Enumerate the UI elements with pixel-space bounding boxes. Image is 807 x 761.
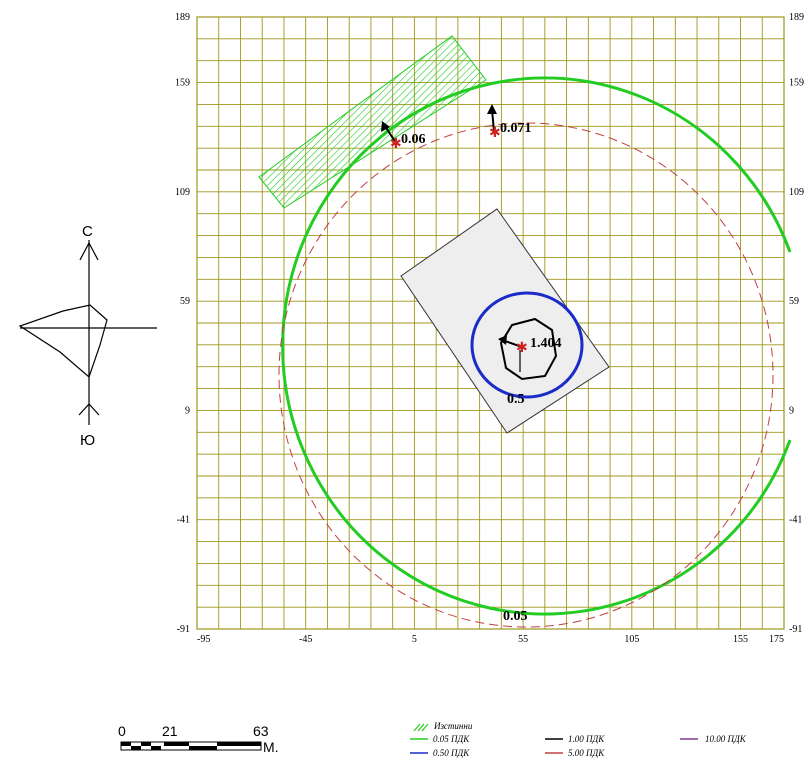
legend-hatch-label: Изстинни (433, 721, 473, 731)
contour-label-0-5: 0.5 (507, 392, 525, 407)
y-tick-label-right: -41 (789, 515, 802, 526)
source-2-value: 0.071 (500, 121, 532, 136)
wind-rose-polygon (18, 304, 108, 379)
compass-north-label: С (82, 223, 93, 240)
y-tick-label-left: 59 (180, 296, 190, 307)
legend-label-5-00: 5.00 ПДК (568, 748, 605, 758)
compass-rose: С Ю (18, 223, 157, 449)
y-axis-ticks-left: 189 159 109 59 9 -41 -91 (175, 12, 190, 635)
legend-hatch-icon (413, 723, 429, 732)
source-1-marker: ✱ (516, 340, 528, 356)
x-tick-label: 55 (518, 634, 528, 645)
hatched-zone (258, 35, 487, 209)
y-tick-label-right: 159 (789, 78, 804, 89)
x-tick-label: 175 (769, 634, 784, 645)
y-tick-label-left: -41 (177, 515, 190, 526)
x-tick-label: 155 (733, 634, 748, 645)
source-3: ✱ 0.06 (381, 121, 426, 152)
legend-label-10-00: 10.00 ПДК (705, 734, 747, 744)
scale-label-63: 63 (253, 723, 269, 739)
legend-label-1-00: 1.00 ПДК (568, 734, 605, 744)
y-axis-ticks-right: 189 159 109 59 9 -41 -91 (789, 12, 804, 635)
source-3-marker: ✱ (390, 136, 402, 152)
x-tick-label: -95 (197, 634, 210, 645)
y-tick-label-right: 109 (789, 187, 804, 198)
contour-0-50 (470, 291, 584, 399)
plot-frame (196, 16, 785, 630)
y-tick-label-left: 109 (175, 187, 190, 198)
contour-5-00 (278, 122, 774, 628)
y-tick-label-right: 189 (789, 12, 804, 23)
x-tick-label: -45 (299, 634, 312, 645)
x-tick-label: 5 (412, 634, 417, 645)
scale-label-0: 0 (118, 723, 126, 739)
scale-bar: 0 21 63 М. (118, 723, 279, 755)
y-tick-label-left: 159 (175, 78, 190, 89)
contour-1-00 (499, 317, 558, 381)
site-rectangle (400, 208, 610, 434)
legend-label-0-50: 0.50 ПДК (433, 748, 470, 758)
south-arrow-icon (78, 403, 100, 416)
source-2: ✱ 0.071 (487, 104, 532, 141)
scale-label-21: 21 (162, 723, 178, 739)
source-2-marker: ✱ (489, 125, 501, 141)
y-tick-label-right: 59 (789, 296, 799, 307)
y-tick-label-left: 189 (175, 12, 190, 23)
y-tick-label-left: -91 (177, 624, 190, 635)
x-tick-label: 105 (624, 634, 639, 645)
y-tick-label-right: 9 (789, 405, 794, 416)
scale-unit: М. (263, 739, 279, 755)
source-1: ✱ 1.404 (498, 335, 562, 372)
source-1-value: 1.404 (530, 336, 562, 351)
y-tick-label-right: -91 (789, 624, 802, 635)
contour-label-0-05: 0.05 (503, 609, 528, 624)
compass-south-label: Ю (80, 432, 95, 449)
contour-0-05 (281, 76, 792, 616)
source-3-value: 0.06 (401, 132, 426, 147)
north-arrow-icon (79, 241, 99, 261)
x-axis-ticks: -95 -45 5 55 105 155 175 (197, 634, 784, 645)
legend: Изстинни 0.05 ПДК 0.50 ПДК 1.00 ПДК 5.00… (410, 721, 747, 758)
y-tick-label-left: 9 (185, 405, 190, 416)
legend-label-0-05: 0.05 ПДК (433, 734, 470, 744)
